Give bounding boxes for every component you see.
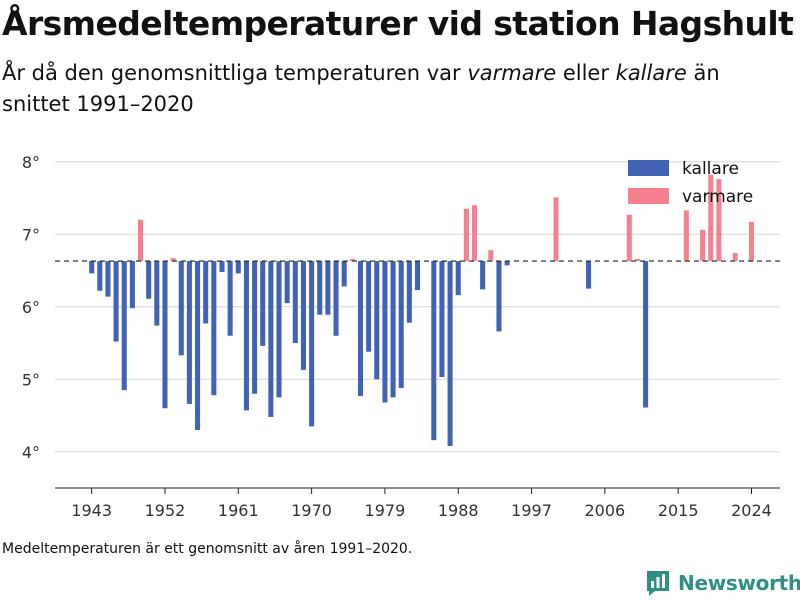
x-tick-label: 1970 <box>291 501 332 520</box>
chart-title: Årsmedeltemperaturer vid station Hagshul… <box>2 4 794 43</box>
bar-1976 <box>357 261 364 396</box>
bar-1955 <box>186 261 192 404</box>
bar-1989 <box>463 208 469 262</box>
bar-1982 <box>406 261 412 323</box>
bar-1992 <box>488 250 494 262</box>
footnote: Medeltemperaturen är ett genomsnitt av å… <box>2 541 413 557</box>
bar-1954 <box>178 261 184 356</box>
bar-2016 <box>683 210 689 262</box>
y-tick-label: 8° <box>22 153 40 172</box>
bar-2020 <box>716 179 722 262</box>
subtitle-text-1: År då den genomsnittliga temperaturen va… <box>2 61 468 85</box>
y-gridlines <box>55 161 780 453</box>
temperature-bar-chart: 1943 1952 1961 1970 1979 1988 1997 2006 2015 2024… <box>22 153 780 520</box>
bar-1972 <box>325 261 331 315</box>
x-axis: 1943 1952 1961 1970 1979 1988 1997 2006 2015 2024 <box>55 487 780 520</box>
x-tick-label: 1988 <box>438 501 479 520</box>
legend-label-varmare: varmare <box>682 187 753 207</box>
temperature-bars <box>89 174 755 446</box>
subtitle-text-3: än snittet 1991–2020 <box>2 61 720 116</box>
x-tick-label: 1961 <box>218 501 259 520</box>
y-tick-label: 6° <box>22 298 40 317</box>
subtitle-cold-word: kallare <box>615 61 687 85</box>
bar-1971 <box>317 261 323 315</box>
bar-1946 <box>113 261 119 342</box>
bar-1983 <box>414 261 421 291</box>
bar-1965 <box>268 261 274 417</box>
x-tick-label: 1952 <box>145 501 186 520</box>
subtitle-text-2: eller <box>556 61 616 85</box>
bar-1974 <box>341 261 347 287</box>
y-tick-label: 7° <box>22 225 40 244</box>
bar-1975 <box>349 258 355 262</box>
x-tick-label: 1979 <box>365 501 406 520</box>
x-tick-label: 1997 <box>511 501 552 520</box>
y-axis: 4° 5° 6° 7° 8° <box>22 153 40 462</box>
bar-1990 <box>471 205 478 262</box>
bar-1961 <box>235 261 241 274</box>
bar-1988 <box>455 261 461 296</box>
bar-1994 <box>504 261 510 266</box>
bar-1962 <box>243 261 249 411</box>
bar-1944 <box>97 261 103 291</box>
bar-1945 <box>105 261 111 297</box>
legend-label-kallare: kallare <box>682 159 739 179</box>
brand-name: Newsworthy <box>678 571 800 595</box>
x-tick-label: 2015 <box>658 501 699 520</box>
bar-2018 <box>700 229 706 262</box>
bar-2024 <box>748 221 755 262</box>
bar-1966 <box>276 261 282 398</box>
bar-1979 <box>382 261 388 403</box>
bar-1953 <box>170 258 176 262</box>
bar-1969 <box>300 261 306 370</box>
bar-1951 <box>154 261 160 326</box>
bar-1950 <box>146 261 152 299</box>
bar-1952 <box>162 261 168 409</box>
bar-1973 <box>333 261 339 336</box>
bar-1960 <box>227 261 233 336</box>
bar-2019 <box>708 174 714 262</box>
legend-swatch-kallare <box>628 160 669 176</box>
bar-1958 <box>211 261 217 396</box>
y-tick-label: 5° <box>22 370 40 389</box>
bar-1980 <box>390 261 396 398</box>
chart-subtitle: År då den genomsnittliga temperaturen va… <box>2 58 782 120</box>
bar-1977 <box>366 261 372 352</box>
bar-1967 <box>284 261 290 304</box>
bar-1981 <box>398 261 404 388</box>
subtitle-warm-word: varmare <box>467 61 557 85</box>
bar-1957 <box>203 261 209 324</box>
bar-1947 <box>121 261 127 391</box>
bar-2000 <box>553 197 559 262</box>
bar-1987 <box>447 261 453 446</box>
bar-2011 <box>643 261 649 408</box>
bar-1985 <box>431 261 437 441</box>
y-tick-label: 4° <box>22 443 40 462</box>
bar-2009 <box>626 214 632 262</box>
newsworthy-logo: Newsworthy <box>645 568 800 598</box>
bar-1993 <box>496 261 502 332</box>
bar-1948 <box>129 261 135 309</box>
x-tick-label: 2024 <box>731 501 772 520</box>
bar-1968 <box>292 261 298 343</box>
x-tick-label: 2006 <box>585 501 626 520</box>
bar-2010 <box>634 258 640 262</box>
bar-2004 <box>586 261 592 289</box>
bar-1991 <box>480 261 486 290</box>
bar-1956 <box>195 261 201 430</box>
bar-1970 <box>309 261 315 427</box>
bar-1986 <box>439 261 445 378</box>
newsworthy-logo-icon <box>647 571 669 596</box>
bar-2022 <box>732 253 738 262</box>
bar-1964 <box>260 261 266 346</box>
bar-1978 <box>374 261 380 380</box>
legend: kallare varmare <box>628 159 753 207</box>
x-tick-label: 1943 <box>71 501 112 520</box>
bar-1943 <box>89 261 95 274</box>
legend-swatch-varmare <box>628 188 669 204</box>
bar-1949 <box>138 219 144 262</box>
bar-1963 <box>252 261 258 394</box>
bar-1959 <box>219 261 225 272</box>
